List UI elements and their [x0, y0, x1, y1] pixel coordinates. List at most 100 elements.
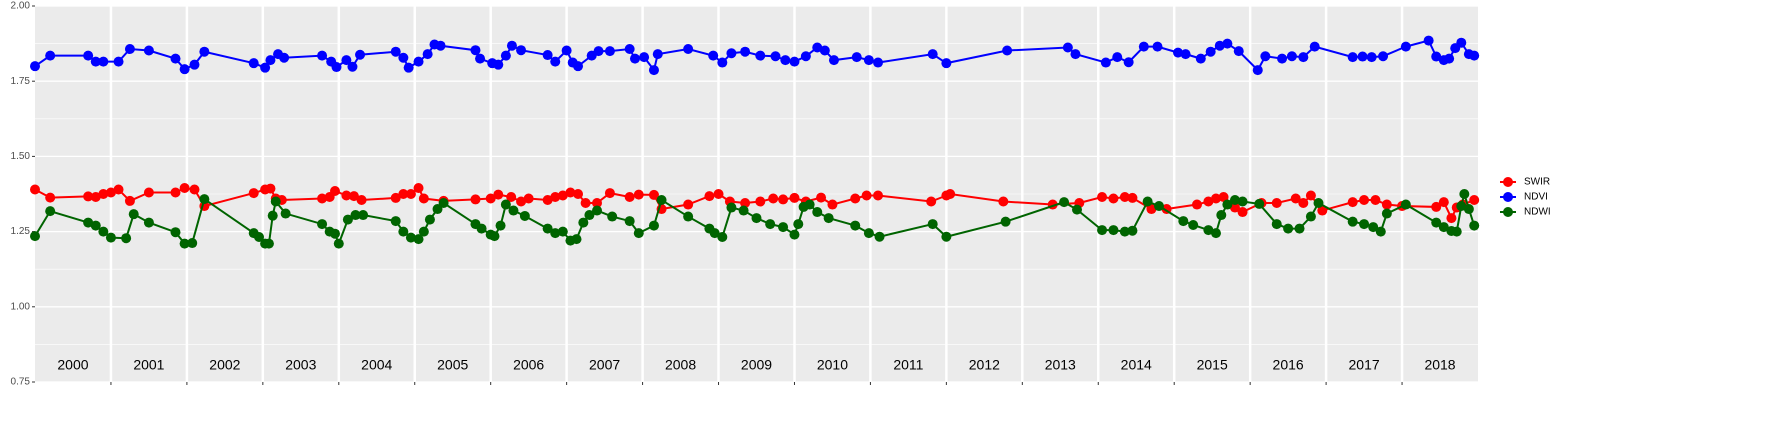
- data-point: [1271, 219, 1282, 230]
- data-point: [639, 52, 650, 63]
- data-point: [260, 62, 271, 73]
- y-tick-label: 1.25: [11, 226, 31, 237]
- data-point: [506, 192, 517, 203]
- data-point: [561, 45, 572, 56]
- data-point: [1438, 197, 1449, 208]
- year-label: 2008: [665, 357, 696, 373]
- data-point: [317, 193, 328, 204]
- data-point: [248, 188, 259, 199]
- data-point: [768, 193, 779, 204]
- data-point: [1071, 204, 1082, 215]
- data-point: [565, 187, 576, 198]
- year-label: 2005: [437, 357, 468, 373]
- data-point: [179, 182, 190, 193]
- year-label: 2016: [1273, 357, 1304, 373]
- legend-label: NDWI: [1524, 207, 1551, 218]
- data-point: [941, 58, 952, 69]
- data-point: [863, 228, 874, 239]
- data-point: [331, 62, 342, 73]
- data-point: [1152, 41, 1163, 52]
- year-label: 2017: [1349, 357, 1380, 373]
- year-label: 2001: [133, 357, 164, 373]
- legend-key: [1503, 192, 1513, 202]
- marks: [30, 35, 1480, 249]
- legend-label: NDVI: [1524, 192, 1548, 203]
- data-point: [348, 191, 359, 202]
- data-point: [1347, 52, 1358, 63]
- data-point: [90, 192, 101, 203]
- data-point: [398, 226, 409, 237]
- year-label: 2011: [893, 357, 923, 373]
- data-point: [1431, 217, 1442, 228]
- data-point: [1188, 219, 1199, 230]
- data-point: [1438, 222, 1449, 233]
- data-point: [873, 57, 884, 68]
- data-point: [199, 194, 210, 205]
- data-point: [1359, 195, 1370, 206]
- data-point: [267, 210, 278, 221]
- data-point: [1254, 198, 1265, 209]
- data-point: [341, 55, 352, 66]
- data-point: [1203, 225, 1214, 236]
- data-point: [179, 64, 190, 75]
- data-point: [105, 232, 116, 243]
- data-point: [265, 183, 276, 194]
- data-point: [98, 189, 109, 199]
- data-point: [1294, 223, 1305, 234]
- data-point: [113, 56, 124, 67]
- data-point: [1097, 192, 1108, 203]
- data-point: [263, 238, 274, 249]
- data-point: [1222, 38, 1233, 49]
- data-point: [1154, 201, 1165, 212]
- data-point: [861, 190, 872, 201]
- data-point: [280, 208, 291, 219]
- data-point: [816, 192, 827, 203]
- data-point: [1252, 65, 1263, 76]
- year-label: 2010: [817, 357, 848, 373]
- data-point: [850, 220, 861, 231]
- data-point: [508, 205, 519, 216]
- data-point: [633, 228, 644, 239]
- y-tick-label: 1.50: [11, 151, 31, 162]
- data-point: [1210, 228, 1221, 239]
- data-point: [850, 193, 861, 204]
- data-point: [358, 210, 369, 221]
- y-tick-label: 1.00: [11, 301, 31, 312]
- data-point: [765, 219, 776, 230]
- data-point: [1347, 197, 1358, 208]
- data-point: [652, 49, 663, 60]
- data-point: [580, 198, 591, 209]
- data-point: [789, 192, 800, 203]
- data-point: [113, 184, 124, 195]
- data-point: [1381, 208, 1392, 219]
- data-point: [1214, 40, 1225, 51]
- data-point: [1062, 42, 1073, 53]
- data-point: [708, 50, 719, 61]
- data-point: [648, 65, 659, 76]
- data-point: [755, 50, 766, 61]
- data-point: [1119, 226, 1130, 237]
- data-point: [1431, 201, 1442, 212]
- data-point: [1059, 197, 1070, 208]
- data-point: [398, 52, 409, 63]
- data-point: [755, 196, 766, 207]
- data-point: [717, 232, 728, 243]
- data-point: [592, 198, 603, 209]
- data-point: [90, 56, 101, 67]
- data-point: [128, 209, 139, 220]
- data-point: [1229, 195, 1240, 206]
- data-point: [493, 189, 504, 200]
- data-point: [573, 61, 584, 72]
- data-point: [516, 45, 527, 56]
- data-point: [1400, 199, 1411, 210]
- data-point: [629, 53, 640, 64]
- data-point: [187, 238, 198, 249]
- data-point: [819, 45, 830, 56]
- data-point: [1456, 37, 1467, 48]
- data-point: [1277, 53, 1288, 64]
- data-point: [1000, 216, 1011, 227]
- data-point: [485, 193, 496, 204]
- data-point: [804, 199, 815, 210]
- data-point: [1271, 198, 1282, 209]
